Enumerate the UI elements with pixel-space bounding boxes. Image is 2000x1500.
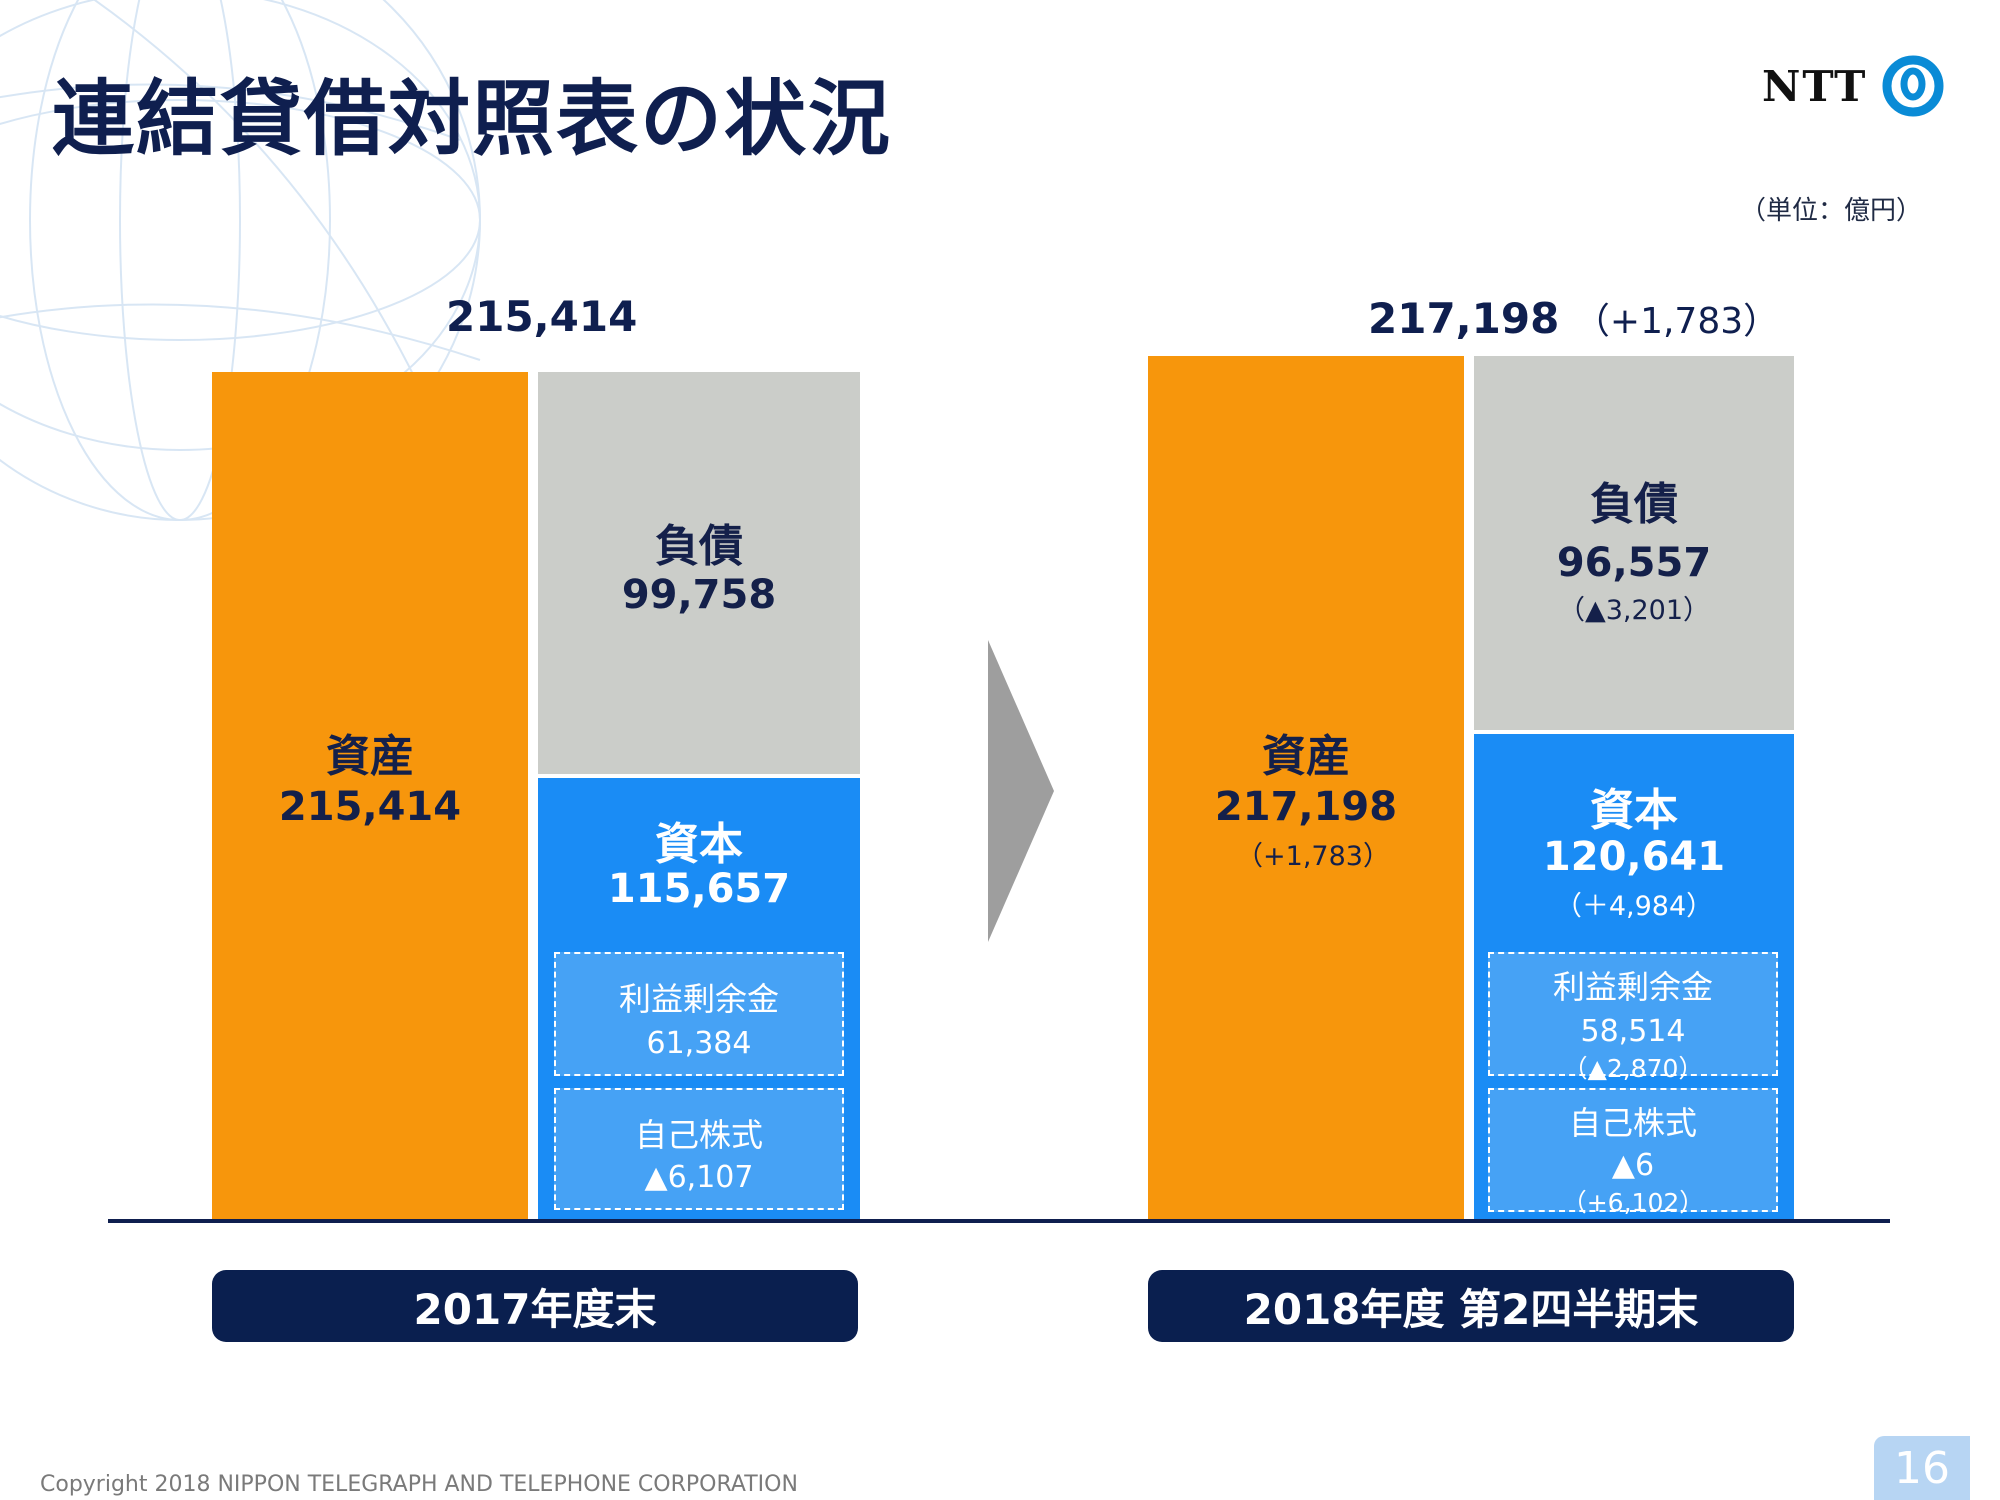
- page-number: 16: [1874, 1436, 1970, 1500]
- bar-value-assets: 215,414: [278, 784, 462, 830]
- total-label-2017: 215,414: [446, 292, 637, 341]
- retained-earnings-label: 利益剰余金: [618, 980, 779, 1018]
- retained-earnings-label: 利益剰余金: [1552, 968, 1713, 1006]
- bar-value-assets: 217,198: [1214, 784, 1398, 830]
- treasury-stock-box: 自己株式 ▲6,107: [554, 1088, 844, 1210]
- treasury-stock-change: （+6,102）: [1561, 1188, 1705, 1217]
- period-label-2017: 2017年度末: [212, 1270, 858, 1342]
- bar-equity-2018q2: 資本 120,641 （＋4,984） 利益剰余金 58,514 （▲2,870…: [1474, 734, 1794, 1220]
- logo-text: NTT: [1762, 61, 1868, 111]
- treasury-stock-label: 自己株式: [634, 1116, 763, 1154]
- retained-earnings-value: 61,384: [646, 1026, 752, 1061]
- bar-assets-2017: 資産 215,414: [212, 372, 528, 1220]
- bar-assets-2018q2: 資産 217,198 （+1,783）: [1148, 356, 1464, 1220]
- bar-label-liabilities: 負債: [1590, 479, 1678, 530]
- retained-earnings-box: 利益剰余金 58,514 （▲2,870）: [1488, 952, 1778, 1083]
- bar-label-equity: 資本: [655, 819, 743, 870]
- bar-equity-2017: 資本 115,657 利益剰余金 61,384 自己株式 ▲6,107: [538, 778, 860, 1220]
- bar-value-equity: 115,657: [607, 866, 791, 912]
- chart-baseline: [108, 1219, 1890, 1223]
- bar-liabilities-2018q2: 負債 96,557 （▲3,201）: [1474, 356, 1794, 730]
- total-change: （+1,783）: [1573, 301, 1780, 342]
- bar-value-liabilities: 96,557: [1556, 540, 1712, 586]
- bar-change-assets: （+1,783）: [1236, 841, 1390, 872]
- bar-value-liabilities: 99,758: [621, 572, 777, 618]
- arrow-right-icon: [988, 640, 1054, 942]
- copyright-footer: Copyright 2018 NIPPON TELEGRAPH AND TELE…: [40, 1472, 798, 1497]
- unit-label: （単位：億円）: [1740, 196, 1923, 226]
- total-value: 215,414: [446, 292, 638, 341]
- treasury-stock-value: ▲6: [1611, 1148, 1655, 1183]
- bar-change-equity: （＋4,984）: [1554, 891, 1714, 922]
- bar-label-equity: 資本: [1590, 785, 1678, 836]
- page-title: 連結貸借対照表の状況: [52, 72, 893, 167]
- bar-label-liabilities: 負債: [655, 521, 743, 572]
- retained-earnings-change: （▲2,870）: [1562, 1054, 1704, 1083]
- ntt-logo: NTT: [1762, 54, 1945, 118]
- bar-value-equity: 120,641: [1542, 834, 1726, 880]
- treasury-stock-value: ▲6,107: [644, 1160, 754, 1195]
- period-label-2018q2: 2018年度 第2四半期末: [1148, 1270, 1794, 1342]
- total-label-2018q2: 217,198 （+1,783）: [1368, 292, 1779, 344]
- treasury-stock-box: 自己株式 ▲6 （+6,102）: [1488, 1088, 1778, 1217]
- bar-label-assets: 資産: [326, 731, 414, 782]
- bar-change-liabilities: （▲3,201）: [1557, 595, 1711, 626]
- total-value: 217,198: [1368, 294, 1560, 343]
- bar-label-assets: 資産: [1262, 731, 1350, 782]
- bar-liabilities-2017: 負債 99,758: [538, 372, 860, 774]
- ntt-logo-icon: [1882, 55, 1944, 117]
- retained-earnings-value: 58,514: [1580, 1014, 1686, 1049]
- retained-earnings-box: 利益剰余金 61,384: [554, 952, 844, 1076]
- treasury-stock-label: 自己株式: [1568, 1104, 1697, 1142]
